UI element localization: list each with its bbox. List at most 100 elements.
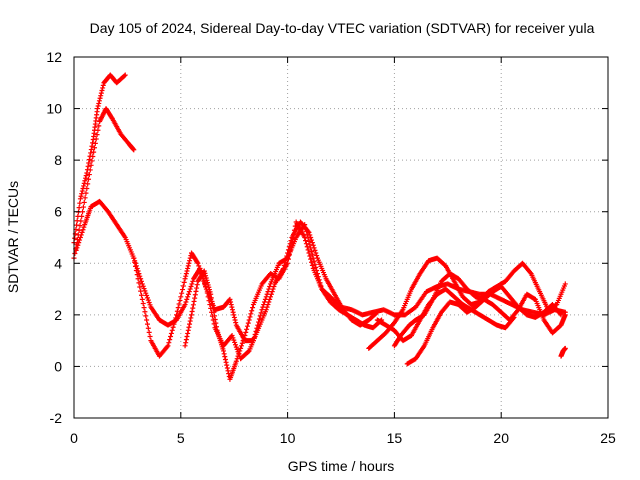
data-point: [306, 229, 312, 235]
data-point: [309, 262, 315, 268]
data-point: [233, 320, 239, 326]
data-point: [285, 260, 291, 266]
data-point: [182, 302, 188, 308]
data-point: [182, 343, 188, 349]
data-point: [305, 228, 311, 234]
data-point: [165, 343, 171, 349]
grid-lines: [74, 57, 608, 418]
data-point: [138, 288, 144, 294]
y-axis-label: SDTVAR / TECUs: [5, 181, 21, 293]
data-point: [232, 342, 238, 348]
data-point: [225, 368, 231, 374]
data-point: [135, 276, 141, 282]
data-point: [174, 312, 180, 318]
data-point: [121, 73, 127, 79]
data-point: [211, 309, 217, 315]
data-point: [92, 140, 98, 146]
data-point: [562, 345, 568, 351]
data-point: [267, 283, 273, 289]
data-point: [206, 287, 212, 293]
data-point: [77, 196, 83, 202]
series-track-5: [182, 219, 385, 382]
data-point: [140, 283, 146, 289]
data-point: [140, 301, 146, 307]
data-point: [231, 312, 237, 318]
data-point: [264, 291, 270, 297]
data-point: [79, 213, 85, 219]
data-point: [90, 154, 96, 160]
data-point: [139, 281, 145, 287]
data-point: [194, 282, 200, 288]
data-point: [234, 356, 240, 362]
data-point: [267, 296, 273, 302]
data-point: [99, 88, 105, 94]
y-tick-label: 0: [54, 358, 62, 374]
data-point: [262, 296, 268, 302]
data-point: [235, 353, 241, 359]
data-point: [147, 334, 153, 340]
data-point: [261, 302, 267, 308]
data-point: [72, 250, 78, 256]
data-point: [146, 329, 152, 335]
data-point: [79, 229, 85, 235]
data-point: [83, 175, 89, 181]
data-point: [240, 338, 246, 344]
y-tick-label: -2: [50, 410, 63, 426]
data-point: [131, 147, 137, 153]
data-point: [196, 263, 202, 269]
data-point: [183, 273, 189, 279]
axis-ticks: [73, 56, 609, 419]
data-point: [302, 235, 308, 240]
data-point: [178, 294, 184, 300]
data-point: [146, 299, 152, 305]
y-tick-label: 12: [46, 49, 62, 65]
data-point: [185, 265, 191, 271]
data-point: [229, 307, 235, 313]
data-point: [169, 327, 175, 333]
data-point: [180, 287, 186, 293]
data-point: [224, 365, 230, 371]
data-point: [84, 186, 90, 192]
data-point: [190, 278, 196, 284]
data-point: [258, 310, 264, 316]
data-point: [193, 288, 199, 294]
data-point: [168, 330, 174, 336]
data-point: [227, 296, 233, 302]
data-point: [510, 315, 516, 321]
data-point: [184, 268, 190, 274]
data-point: [285, 256, 291, 262]
data-point: [187, 255, 193, 261]
data-point: [308, 256, 314, 262]
data-point: [86, 160, 92, 166]
data-point: [311, 245, 317, 251]
data-point: [306, 250, 312, 256]
data-point: [88, 162, 94, 168]
data-point: [88, 147, 94, 153]
data-point: [81, 224, 87, 230]
data-point: [188, 283, 194, 289]
data-point: [85, 163, 91, 169]
data-point: [174, 308, 180, 314]
data-point: [288, 244, 294, 250]
data-point: [186, 324, 192, 330]
data-point: [136, 280, 142, 286]
data-point: [179, 290, 185, 296]
data-point: [167, 337, 173, 343]
data-point: [97, 95, 103, 101]
data-point: [247, 314, 253, 320]
data-point: [137, 284, 143, 290]
data-point: [77, 235, 83, 240]
data-point: [245, 320, 251, 326]
data-point: [142, 288, 148, 294]
data-point: [206, 284, 212, 290]
data-point: [86, 157, 92, 163]
data-point: [212, 316, 218, 322]
data-point: [77, 200, 83, 206]
data-point: [208, 291, 214, 297]
data-point: [239, 340, 245, 346]
data-point: [557, 311, 563, 317]
data-point: [562, 312, 568, 318]
data-point: [221, 351, 227, 357]
data-point: [87, 167, 93, 173]
data-point: [147, 302, 153, 308]
